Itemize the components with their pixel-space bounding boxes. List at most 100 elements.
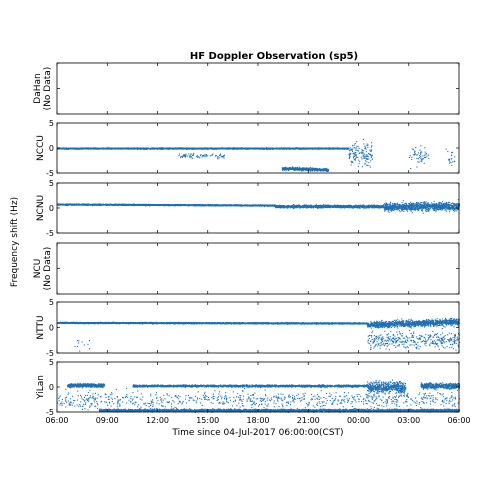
- data-point: [76, 148, 78, 150]
- data-point: [360, 156, 362, 158]
- data-point: [274, 148, 276, 150]
- data-point: [414, 150, 416, 152]
- data-point: [281, 147, 283, 149]
- data-point: [259, 148, 261, 150]
- data-point: [416, 158, 418, 160]
- data-point: [355, 156, 357, 158]
- data-point: [211, 155, 213, 157]
- data-point: [351, 149, 353, 151]
- data-point: [364, 156, 366, 158]
- data-point: [353, 147, 355, 149]
- data-point: [363, 143, 365, 145]
- data-point: [350, 149, 352, 151]
- data-point: [192, 154, 194, 156]
- data-point: [316, 148, 318, 150]
- data-point: [257, 147, 259, 149]
- data-point: [119, 147, 121, 149]
- data-point: [370, 146, 372, 148]
- data-point: [221, 155, 223, 157]
- data-point: [354, 155, 356, 157]
- data-point: [225, 148, 227, 150]
- data-point: [200, 148, 202, 150]
- data-point: [95, 147, 97, 149]
- data-point: [124, 148, 126, 150]
- data-point: [287, 167, 289, 169]
- data-point: [319, 148, 321, 150]
- data-point: [330, 147, 332, 149]
- data-point: [428, 154, 430, 156]
- data-point: [206, 154, 208, 156]
- data-point: [185, 155, 187, 157]
- data-point: [171, 148, 173, 150]
- x-axis-label: Time since 04-Jul-2017 06:00:00(CST): [171, 428, 343, 438]
- data-point: [366, 161, 368, 163]
- data-point: [450, 154, 452, 156]
- data-point: [234, 148, 236, 150]
- data-point: [253, 148, 255, 150]
- data-point: [353, 157, 355, 159]
- data-point: [102, 148, 104, 150]
- data-point: [266, 149, 268, 151]
- data-point: [120, 148, 122, 150]
- data-point: [251, 148, 253, 150]
- data-point: [314, 147, 316, 149]
- data-point: [363, 154, 365, 156]
- data-point: [419, 149, 421, 151]
- data-point: [417, 161, 419, 163]
- data-point: [367, 158, 369, 160]
- data-point: [424, 151, 426, 153]
- data-point: [415, 154, 417, 156]
- data-point: [358, 150, 360, 152]
- data-point: [205, 147, 207, 149]
- data-point: [296, 169, 298, 171]
- data-point: [212, 148, 214, 150]
- data-point: [409, 155, 411, 157]
- data-point: [238, 147, 240, 149]
- data-point: [363, 155, 365, 157]
- data-point: [222, 147, 224, 149]
- data-point: [321, 168, 323, 170]
- data-point: [411, 156, 413, 158]
- data-point: [245, 148, 247, 150]
- data-point: [316, 170, 318, 172]
- data-point: [223, 155, 225, 157]
- data-point: [267, 148, 269, 150]
- data-point: [355, 154, 357, 156]
- data-point: [108, 147, 110, 149]
- data-point: [325, 147, 327, 149]
- data-point: [364, 145, 366, 147]
- data-point: [420, 155, 422, 157]
- data-point: [200, 155, 202, 157]
- data-point: [411, 158, 413, 160]
- data-point: [103, 148, 105, 150]
- data-point: [204, 156, 206, 158]
- data-point: [218, 157, 220, 159]
- data-point: [350, 160, 352, 162]
- data-point: [303, 148, 305, 150]
- data-point: [371, 142, 373, 144]
- data-point: [348, 155, 350, 157]
- data-point: [309, 148, 311, 150]
- data-point: [289, 167, 291, 169]
- data-point: [99, 148, 101, 150]
- data-point: [160, 147, 162, 149]
- data-point: [139, 148, 141, 150]
- data-point: [311, 170, 313, 172]
- data-point: [239, 148, 241, 150]
- data-point: [164, 147, 166, 149]
- data-point: [299, 168, 301, 170]
- data-point: [371, 145, 373, 147]
- data-point: [241, 148, 243, 150]
- data-point: [362, 152, 364, 154]
- data-point: [295, 147, 297, 149]
- data-point: [353, 144, 355, 146]
- data-point: [204, 154, 206, 156]
- data-point: [301, 168, 303, 170]
- data-point: [111, 147, 113, 149]
- data-point: [362, 153, 364, 155]
- data-point: [297, 168, 299, 170]
- panel-dahan: DaHan (No Data): [33, 62, 460, 115]
- data-point: [341, 148, 343, 150]
- data-point: [358, 159, 360, 161]
